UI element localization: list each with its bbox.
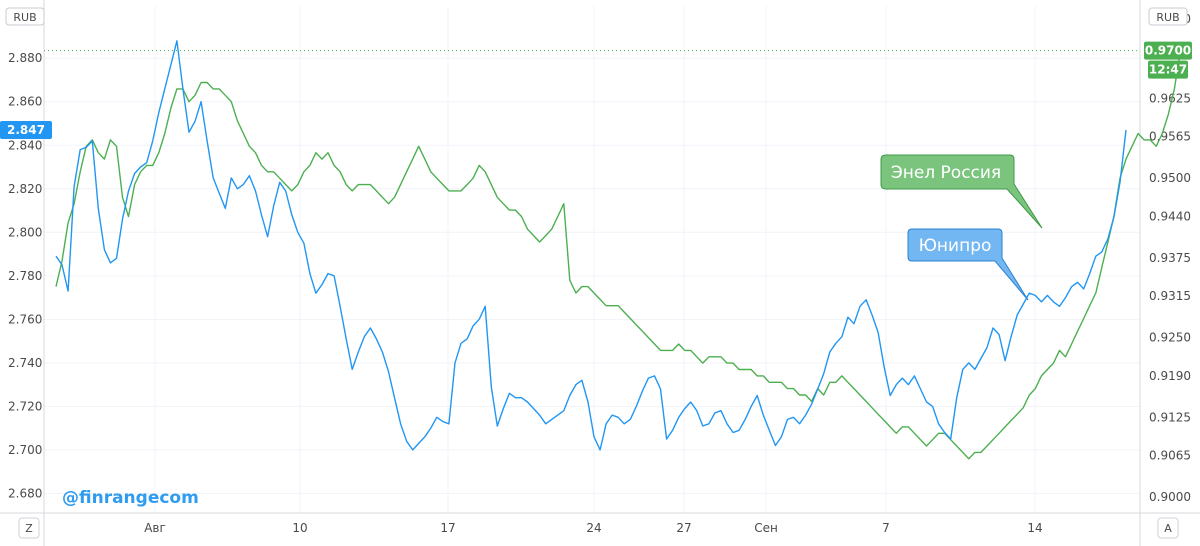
callout-enel-label: Энел Россия xyxy=(891,163,1001,183)
left-unit-tag: RUB xyxy=(5,7,45,26)
left-last-value-badge: 2.847 xyxy=(0,121,52,140)
right-tick-label: 0.9500 xyxy=(1149,171,1191,185)
left-tick-label: 2.720 xyxy=(8,399,42,413)
right-tick-label: 0.9125 xyxy=(1149,410,1191,424)
right-last-value: 0.9700 xyxy=(1145,44,1191,58)
left-tick-label: 2.880 xyxy=(8,51,42,65)
series-layer xyxy=(55,40,1182,460)
auto-scale-right-label: A xyxy=(1164,522,1172,535)
right-tick-label: 0.9565 xyxy=(1149,130,1191,144)
x-tick-label: Сен xyxy=(754,521,778,535)
right-tick-label: 0.9065 xyxy=(1149,449,1191,463)
left-tick-label: 2.760 xyxy=(8,312,42,326)
auto-scale-left-label: Z xyxy=(25,522,33,535)
callout-unipro-label: Юнипро xyxy=(919,236,992,256)
right-last-value-badge: 0.9700 12:47 xyxy=(1144,41,1192,79)
left-tick-label: 2.780 xyxy=(8,269,42,283)
x-tick-label: 10 xyxy=(292,521,307,535)
right-unit-label: RUB xyxy=(1156,11,1179,24)
x-axis-ticks: Авг 10 17 24 27 Сен 7 14 xyxy=(144,521,1042,535)
series-line-enel xyxy=(55,50,1182,460)
right-tick-label: 0.9250 xyxy=(1149,331,1191,345)
left-last-value: 2.847 xyxy=(7,123,45,137)
x-tick-label: 14 xyxy=(1027,521,1042,535)
right-tick-label: 0.9190 xyxy=(1149,369,1191,383)
right-tick-label: 0.9375 xyxy=(1149,251,1191,265)
series-line-unipro xyxy=(55,40,1127,451)
left-tick-label: 2.860 xyxy=(8,95,42,109)
left-tick-label: 2.820 xyxy=(8,182,42,196)
right-tick-label: 0.9440 xyxy=(1149,209,1191,223)
left-tick-label: 2.840 xyxy=(8,138,42,152)
x-tick-label: 24 xyxy=(586,521,601,535)
x-tick-label: Авг xyxy=(144,521,166,535)
left-tick-label: 2.680 xyxy=(8,486,42,500)
right-unit-tag: RUB xyxy=(1148,7,1188,26)
auto-scale-right-button[interactable]: A xyxy=(1157,517,1179,539)
left-tick-label: 2.700 xyxy=(8,443,42,457)
auto-scale-left-button[interactable]: Z xyxy=(18,517,40,539)
x-tick-label: 17 xyxy=(440,521,455,535)
callout-unipro: Юнипро xyxy=(907,228,1029,301)
x-tick-label: 7 xyxy=(882,521,890,535)
left-tick-label: 2.800 xyxy=(8,225,42,239)
x-tick-label: 27 xyxy=(676,521,691,535)
callout-enel: Энел Россия xyxy=(880,154,1043,229)
left-unit-label: RUB xyxy=(13,11,36,24)
right-last-time: 12:47 xyxy=(1149,63,1187,77)
right-tick-label: 0.9000 xyxy=(1149,490,1191,504)
watermark: @finrangecom xyxy=(62,488,199,508)
left-tick-label: 2.740 xyxy=(8,356,42,370)
grid xyxy=(44,6,1140,513)
right-tick-label: 0.9625 xyxy=(1149,91,1191,105)
right-tick-label: 0.9315 xyxy=(1149,289,1191,303)
